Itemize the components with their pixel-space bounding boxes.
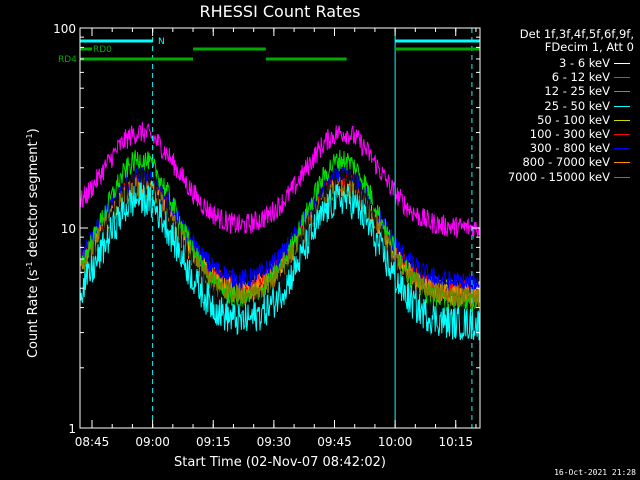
legend-item: 7000 - 15000 keV [484, 170, 634, 184]
series-line [79, 165, 481, 337]
legend-label: 6 - 12 keV [551, 70, 610, 85]
legend-header: Det 1f,3f,4f,5f,6f,9f, FDecim 1, Att 0 [492, 28, 634, 54]
flag-bar [395, 39, 480, 43]
legend-item: 800 - 7000 keV [484, 155, 634, 169]
x-tick-label: 10:00 [378, 435, 413, 449]
y-axis-label: Count Rate (s-1 detector segment-1) [24, 128, 42, 359]
legend-header-line: FDecim 1, Att 0 [544, 40, 634, 54]
legend-swatch [614, 77, 630, 79]
x-tick-label: 09:30 [257, 435, 292, 449]
legend-label: 7000 - 15000 keV [507, 169, 610, 184]
series-line [79, 121, 481, 239]
legend-label: 100 - 300 keV [529, 127, 610, 141]
legend-item: 3 - 6 keV [484, 56, 634, 70]
legend-label: 300 - 800 keV [529, 141, 610, 156]
flag-bar [80, 39, 153, 43]
legend-label: 50 - 100 keV [537, 112, 610, 127]
legend-swatch [614, 162, 630, 164]
legend-label: 800 - 7000 keV [522, 155, 610, 170]
x-tick-label: 09:15 [196, 435, 231, 449]
legend-label: 12 - 25 keV [544, 84, 610, 99]
legend-swatch [614, 176, 630, 178]
flag-label-rd0: RD0 [93, 45, 112, 55]
legend-header-line: Det 1f,3f,4f,5f,6f,9f, [519, 27, 634, 41]
legend-item: 12 - 25 keV [484, 84, 634, 98]
x-tick-label: 09:00 [135, 435, 170, 449]
y-tick-label: 1 [68, 422, 76, 436]
legend-swatch [614, 134, 630, 135]
flag-bar [80, 47, 92, 51]
series-line [79, 175, 481, 309]
flag-label-n: N [158, 37, 165, 47]
legend-swatch [614, 91, 630, 93]
y-tick-label: 10 [61, 222, 76, 236]
legend-item: 6 - 12 keV [484, 70, 634, 84]
legend-swatch [614, 119, 630, 121]
legend-item: 100 - 300 keV [484, 127, 634, 141]
flag-label-rd4: RD4 [58, 55, 77, 65]
legend-label: 25 - 50 keV [544, 98, 610, 113]
flag-bar [395, 47, 480, 51]
legend-swatch [614, 105, 630, 107]
legend-item: 25 - 50 keV [484, 99, 634, 113]
flag-bar [80, 57, 194, 61]
x-tick-label: 09:45 [317, 435, 352, 449]
legend-swatch [614, 63, 630, 64]
y-tick-label: 100 [53, 22, 76, 36]
flag-bar [265, 57, 347, 61]
legend-swatch [614, 148, 630, 150]
legend-item: 50 - 100 keV [484, 113, 634, 127]
legend-item: 300 - 800 keV [484, 141, 634, 155]
flag-bar [193, 47, 266, 51]
series-line [79, 182, 481, 341]
legend-label: 3 - 6 keV [559, 56, 610, 70]
plot-timestamp: 16-Oct-2021 21:28 [554, 468, 636, 477]
x-axis-label: Start Time (02-Nov-07 08:42:02) [174, 455, 386, 470]
x-tick-label: 08:45 [75, 435, 110, 449]
chart-title: RHESSI Count Rates [199, 2, 361, 21]
x-tick-label: 10:15 [438, 435, 473, 449]
plot-frame [79, 27, 481, 429]
